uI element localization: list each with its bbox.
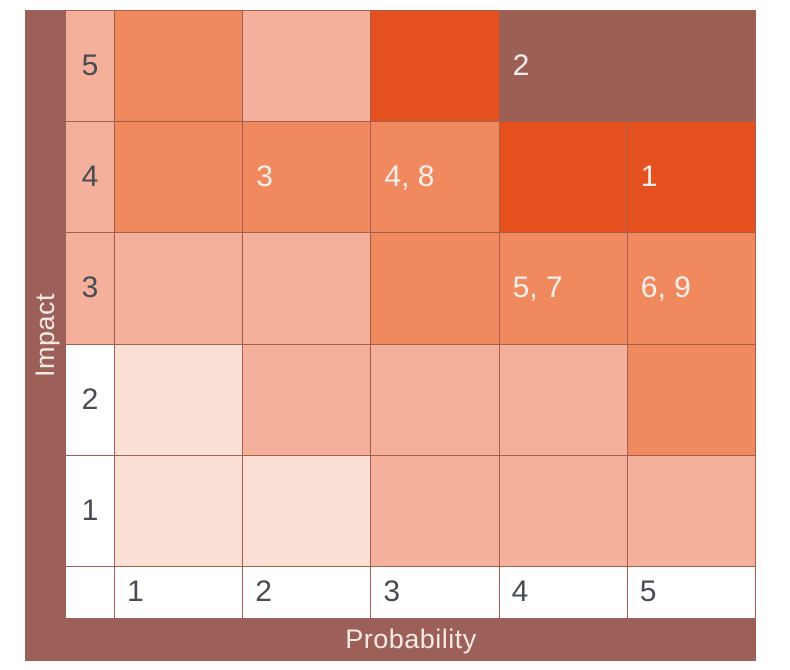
cell-i5-p3 (371, 11, 499, 122)
cell-i2-p3 (371, 344, 499, 455)
cell-i3-p3 (371, 233, 499, 344)
cell-i5-p1 (115, 11, 243, 122)
cell-i3-p5: 6, 9 (627, 233, 755, 344)
cell-i3-p1 (115, 233, 243, 344)
cell-i3-p2 (243, 233, 371, 344)
cell-i5-p2 (243, 11, 371, 122)
cell-i2-p5 (627, 344, 755, 455)
cell-i4-p3: 4, 8 (371, 122, 499, 233)
impact-tick-1: 1 (66, 455, 114, 566)
cell-i1-p3 (371, 455, 499, 566)
y-axis-title: Impact (30, 293, 60, 378)
cell-i4-p4 (499, 122, 627, 233)
cell-i1-p2 (243, 455, 371, 566)
cell-i4-p1 (115, 122, 243, 233)
cell-i2-p4 (499, 344, 627, 455)
impact-tick-5: 5 (66, 11, 114, 122)
cell-i2-p2 (243, 344, 371, 455)
cell-i1-p4 (499, 455, 627, 566)
y-axis-bar: Impact (25, 10, 66, 661)
probability-tick-1: 1 (115, 566, 243, 618)
probability-tick-3: 3 (371, 566, 499, 618)
x-axis-bar: Probability (66, 618, 756, 661)
cell-i2-p1 (115, 344, 243, 455)
cell-i1-p5 (627, 455, 755, 566)
probability-tick-2: 2 (243, 566, 371, 618)
impact-tick-2: 2 (66, 344, 114, 455)
axis-corner (66, 566, 114, 618)
impact-tick-4: 4 (66, 122, 114, 233)
probability-tick-4: 4 (499, 566, 627, 618)
cell-i3-p4: 5, 7 (499, 233, 627, 344)
cell-i5-p4-5: 2 (499, 11, 755, 122)
impact-tick-3: 3 (66, 233, 114, 344)
x-axis-title: Probability (345, 624, 477, 654)
cell-i4-p2: 3 (243, 122, 371, 233)
cell-i4-p5: 1 (627, 122, 755, 233)
cell-i1-p1 (115, 455, 243, 566)
probability-tick-5: 5 (627, 566, 755, 618)
